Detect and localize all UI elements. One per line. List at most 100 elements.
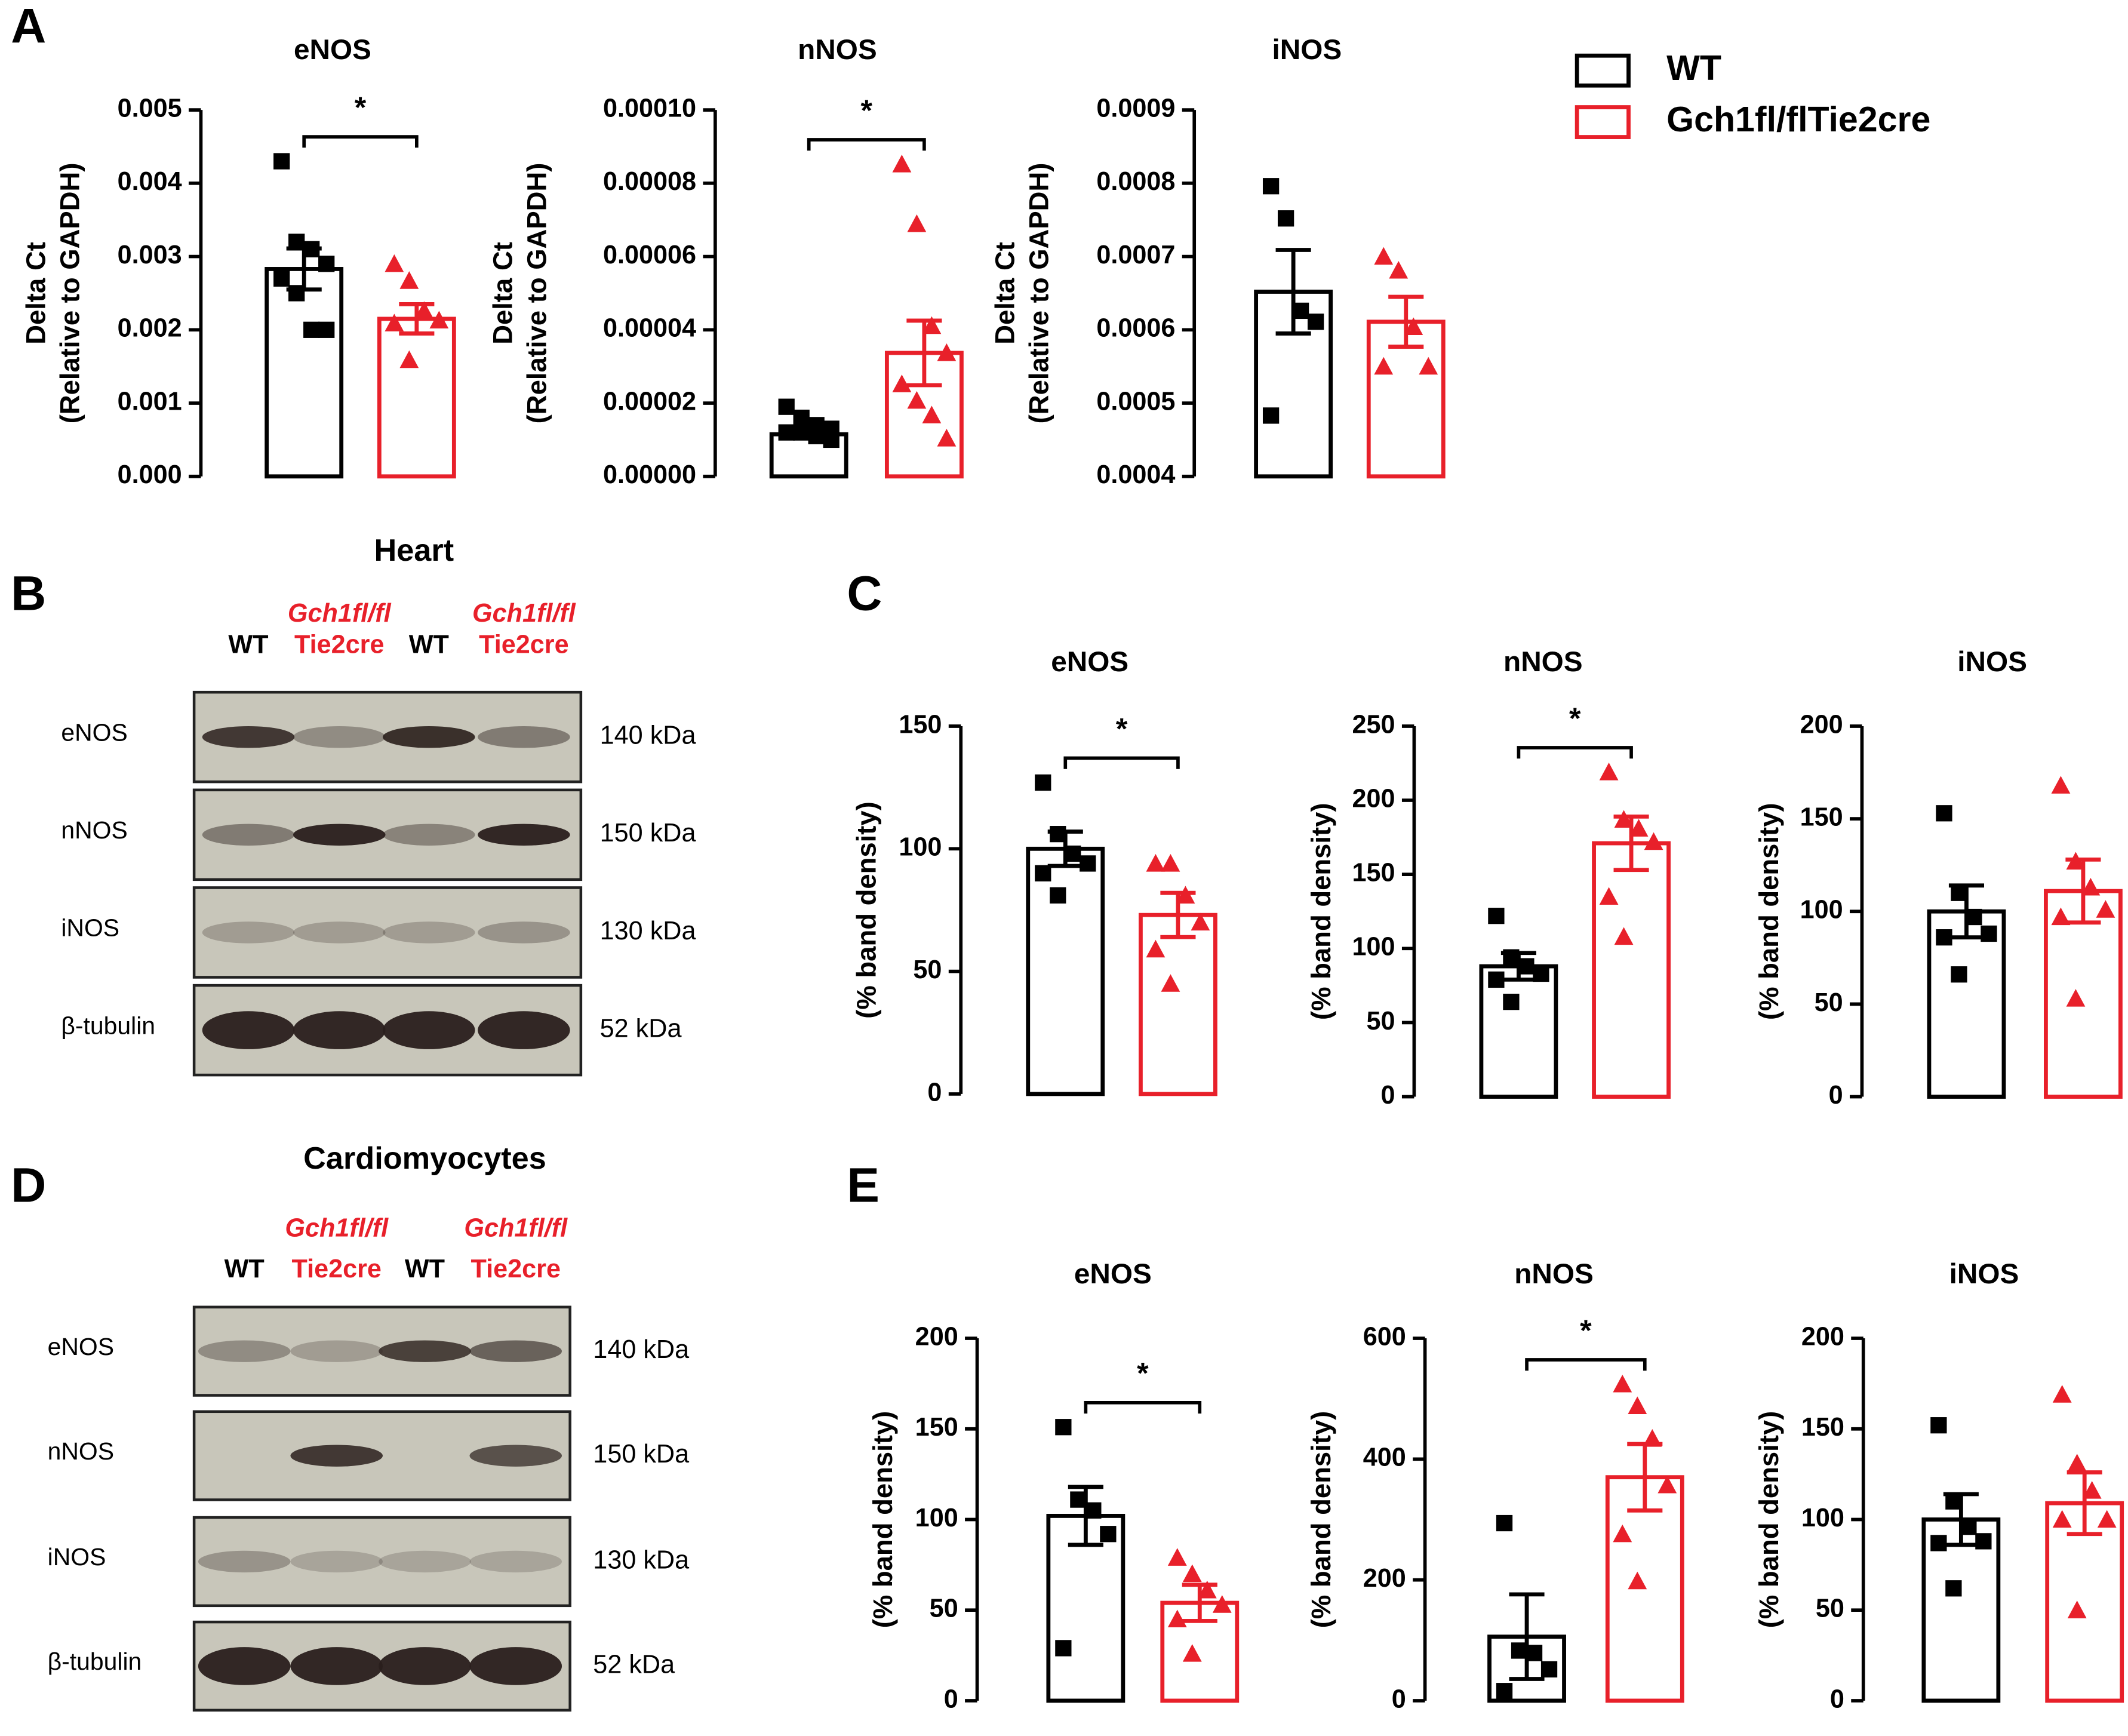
significance-bracket bbox=[1525, 1358, 1647, 1371]
data-point bbox=[2052, 1385, 2072, 1403]
data-point bbox=[1197, 1580, 1217, 1599]
blot-band bbox=[469, 1340, 562, 1362]
data-point bbox=[892, 374, 912, 392]
data-point bbox=[907, 391, 927, 409]
data-point bbox=[1488, 908, 1505, 924]
data-point bbox=[778, 398, 795, 415]
data-point bbox=[1644, 832, 1663, 850]
significance-label: * bbox=[355, 91, 367, 124]
blot-band bbox=[202, 1011, 295, 1049]
data-point bbox=[399, 271, 419, 289]
y-tick-label: 200 bbox=[915, 1322, 958, 1351]
blot-band bbox=[478, 726, 570, 748]
y-tick-label: 150 bbox=[1801, 1413, 1844, 1442]
data-point bbox=[1613, 1375, 1632, 1393]
lane-label: Tie2cre bbox=[294, 630, 384, 659]
y-tick-label: 150 bbox=[1800, 803, 1843, 832]
blot-band bbox=[478, 1011, 570, 1049]
data-point bbox=[1614, 927, 1634, 945]
y-axis-label: (% band density) bbox=[1306, 803, 1336, 1020]
data-point bbox=[1050, 826, 1066, 843]
blot-title: Cardiomyocytes bbox=[303, 1141, 546, 1176]
lane-label: WT bbox=[405, 1255, 445, 1283]
data-point bbox=[1628, 1396, 1647, 1414]
blot-band bbox=[383, 921, 475, 944]
lane-label: WT bbox=[228, 630, 268, 659]
data-point bbox=[1951, 884, 1967, 901]
blot-band bbox=[293, 824, 386, 846]
blot-band bbox=[383, 726, 475, 748]
lane-label: Tie2cre bbox=[479, 630, 568, 659]
y-tick-label: 100 bbox=[1801, 1504, 1844, 1532]
y-tick-label: 100 bbox=[1352, 933, 1395, 961]
blot-size-label: 150 kDa bbox=[600, 819, 697, 847]
y-tick-label: 0.003 bbox=[118, 241, 182, 269]
blot-row-label: eNOS bbox=[61, 718, 127, 746]
data-point bbox=[2082, 1481, 2102, 1499]
y-tick-label: 0.002 bbox=[118, 314, 182, 343]
significance-label: * bbox=[1137, 1357, 1149, 1390]
data-point bbox=[1614, 810, 1634, 828]
data-point bbox=[273, 153, 290, 170]
blot-row-label: nNOS bbox=[48, 1437, 114, 1465]
data-point bbox=[1526, 1645, 1543, 1661]
blot-size-label: 52 kDa bbox=[593, 1650, 675, 1679]
data-point bbox=[1374, 357, 1394, 375]
data-point bbox=[778, 424, 795, 441]
data-point bbox=[288, 233, 305, 250]
data-point bbox=[288, 285, 305, 302]
y-tick-label: 0.00010 bbox=[603, 94, 696, 123]
chart-title: eNOS bbox=[294, 34, 371, 66]
panel-label: B bbox=[11, 567, 46, 621]
blot-band bbox=[290, 1340, 383, 1362]
significance-bracket bbox=[1084, 1400, 1202, 1414]
y-axis-label: (% band density) bbox=[851, 801, 882, 1019]
blot-band bbox=[293, 1011, 386, 1049]
data-point bbox=[1936, 805, 1952, 822]
bar bbox=[265, 267, 344, 479]
y-tick-label: 200 bbox=[1800, 710, 1843, 739]
y-tick-label: 0 bbox=[1381, 1081, 1395, 1110]
y-tick-label: 0.000 bbox=[118, 460, 182, 489]
data-point bbox=[1930, 1417, 1947, 1434]
error-bar bbox=[1509, 1592, 1545, 1681]
y-tick-label: 50 bbox=[1815, 988, 1843, 1017]
data-point bbox=[1981, 925, 1997, 942]
y-tick-label: 200 bbox=[1801, 1322, 1844, 1351]
data-point bbox=[1070, 1491, 1087, 1508]
lane-label: Gch1fl/fl bbox=[288, 599, 392, 628]
blot-band bbox=[379, 1340, 471, 1362]
blot-band bbox=[469, 1550, 562, 1573]
y-tick-label: 0.0005 bbox=[1096, 387, 1175, 416]
legend-swatch bbox=[1575, 53, 1631, 88]
blot-band bbox=[469, 1647, 562, 1685]
y-tick-label: 150 bbox=[1352, 859, 1395, 887]
data-point bbox=[1176, 886, 1195, 904]
y-tick-label: 0 bbox=[927, 1078, 942, 1107]
data-point bbox=[1035, 774, 1051, 791]
blot-strip bbox=[192, 886, 583, 979]
data-point bbox=[429, 311, 449, 328]
y-tick-label: 100 bbox=[899, 833, 942, 862]
y-tick-label: 150 bbox=[899, 710, 942, 739]
data-point bbox=[318, 256, 335, 272]
bar bbox=[2044, 889, 2123, 1099]
bar bbox=[1026, 846, 1105, 1096]
data-point bbox=[2081, 877, 2101, 896]
bar bbox=[1592, 841, 1671, 1099]
data-point bbox=[1518, 958, 1535, 975]
data-point bbox=[1191, 912, 1210, 931]
y-tick-label: 50 bbox=[913, 955, 942, 984]
significance-bracket bbox=[1063, 756, 1180, 769]
data-point bbox=[303, 241, 320, 257]
data-point bbox=[1167, 1609, 1187, 1627]
bar bbox=[2045, 1501, 2124, 1703]
blot-band bbox=[198, 1647, 291, 1685]
data-point bbox=[1960, 1518, 1977, 1535]
data-point bbox=[1262, 178, 1280, 195]
data-point bbox=[1374, 247, 1394, 265]
y-tick-label: 0.0009 bbox=[1096, 94, 1175, 123]
blot-band bbox=[383, 824, 475, 846]
data-point bbox=[907, 214, 927, 232]
